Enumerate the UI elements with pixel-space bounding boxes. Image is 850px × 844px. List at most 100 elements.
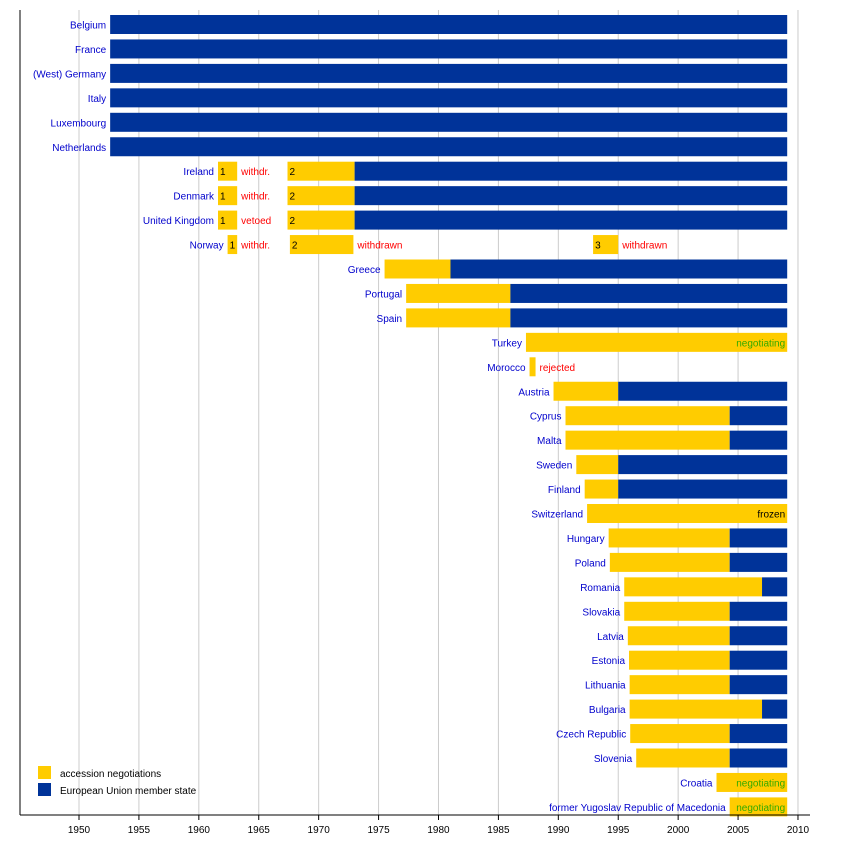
row-hungary: Hungary [567,528,788,548]
member-bar [354,210,788,230]
x-tick-label: 1960 [188,825,211,836]
country-label: Slovakia [582,607,620,618]
negotiation-bar [565,430,730,450]
attempt-number: 1 [220,216,226,227]
country-label: Morocco [487,363,526,374]
member-bar [618,479,788,499]
row-poland: Poland [575,552,788,572]
country-label: Belgium [70,21,106,32]
negotiation-bar [529,357,536,377]
member-bar [510,283,788,303]
member-bar [450,259,788,279]
attempt-number: 2 [290,167,296,178]
country-label: Switzerland [531,510,583,521]
row-romania: Romania [580,577,788,597]
negotiation-bar [636,748,730,768]
negotiation-bar [629,699,763,719]
member-bar [354,186,788,206]
attempt-number: 3 [595,241,601,252]
row-belgium: Belgium [70,15,788,34]
row-austria: Austria [518,381,788,401]
member-bar [729,724,788,744]
negotiation-bar [630,724,730,744]
x-tick-label: 1955 [128,825,151,836]
row-portugal: Portugal [365,283,788,303]
row-slovenia: Slovenia [594,748,788,768]
country-label: Sweden [536,461,572,472]
negotiation-bar [624,601,730,621]
country-label: United Kingdom [143,216,214,227]
member-bar [110,63,788,83]
country-label: former Yugoslav Republic of Macedonia [549,803,726,814]
member-bar [110,112,788,132]
outcome-note: vetoed [241,216,271,227]
negotiation-bar [218,161,238,181]
negotiation-bar [406,308,511,328]
x-tick-label: 1950 [68,825,91,836]
row-morocco: Morocco rejected [487,357,576,377]
country-label: Austria [518,387,550,398]
country-label: Portugal [365,289,402,300]
legend-swatch-member [38,783,51,796]
member-bar [729,650,788,670]
negotiation-bar [576,455,619,475]
member-bar [729,675,788,695]
row-netherlands: Netherlands [52,137,788,157]
legend-label-member: European Union member state [60,786,197,797]
legend-swatch-negotiation [38,766,51,779]
attempt-number: 1 [220,192,226,203]
member-bar [354,161,788,181]
outcome-note: withdr. [240,241,270,252]
row-lithuania: Lithuania [585,675,788,695]
attempt-number: 2 [290,192,296,203]
negotiation-bar [593,235,619,255]
negotiation-bar [587,504,788,523]
x-tick-label: 1965 [248,825,271,836]
x-ticks: 1950 1955 1960 1965 1970 1975 1980 1985 1990 1995… [68,815,810,836]
row-luxembourg: Luxembourg [51,112,788,132]
negotiation-bar [629,675,730,695]
negotiation-bar [624,577,763,597]
x-tick-label: 2005 [727,825,750,836]
country-label: Spain [377,314,403,325]
row-croatia: Croatia negotiating [680,772,788,792]
x-tick-label: 2010 [787,825,810,836]
row-slovakia: Slovakia [582,601,788,621]
member-bar [510,308,788,328]
member-bar [729,748,788,768]
row-latvia: Latvia [597,626,788,646]
member-bar [729,406,788,426]
row-norway: Norway 1 withdr. 2 withdrawn 3 withdrawn [190,235,667,255]
outcome-note: rejected [540,363,576,374]
outcome-note: withdr. [240,192,270,203]
attempt-number: 2 [292,241,298,252]
negotiation-bar [227,235,238,255]
row-finland: Finland [548,479,788,499]
negotiation-bar [384,259,451,279]
member-bar [729,552,788,572]
member-bar [110,88,788,108]
x-tick-label: 1985 [487,825,510,836]
x-tick-label: 1970 [308,825,331,836]
country-label: France [75,45,107,56]
row-former-yugoslav-republic-of-macedonia: former Yugoslav Republic of Macedonia neg… [549,797,788,817]
x-tick-label: 2000 [667,825,690,836]
legend-label-negotiation: accession negotiations [60,769,161,780]
negotiation-bar [406,283,511,303]
status-note: negotiating [736,803,785,814]
member-bar [729,601,788,621]
member-bar [729,626,788,646]
row-malta: Malta [537,430,788,450]
negotiation-bar [287,161,355,181]
row-cyprus: Cyprus [530,406,788,426]
negotiation-bar [565,406,730,426]
negotiation-bar [525,332,788,352]
negotiation-bar [716,772,788,792]
attempt-number: 1 [220,167,226,178]
x-tick-label: 1990 [547,825,570,836]
member-bar [729,430,788,450]
negotiation-bar [553,381,619,401]
country-label: Italy [88,94,106,105]
negotiation-bar [629,650,730,670]
